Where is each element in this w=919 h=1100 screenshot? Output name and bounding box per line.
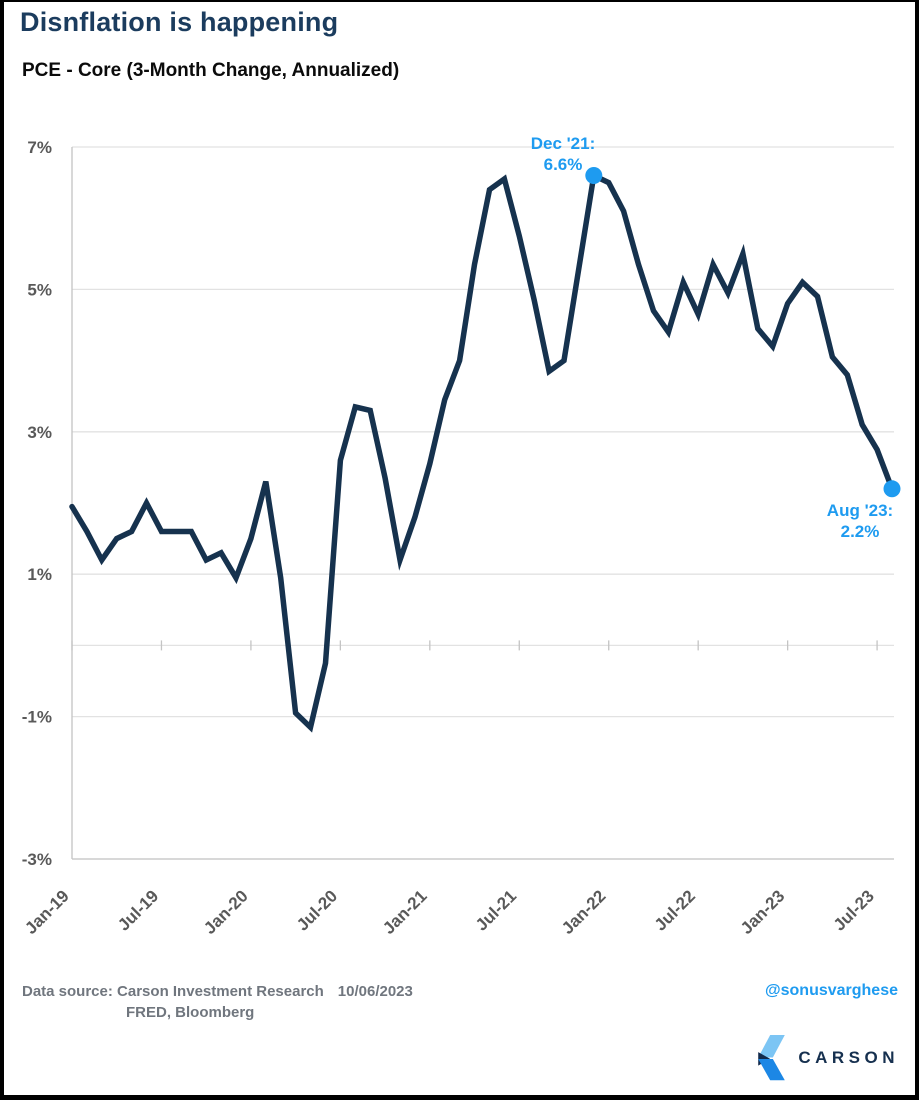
svg-text:Jan-22: Jan-22 <box>558 886 610 938</box>
svg-text:-3%: -3% <box>22 850 52 869</box>
svg-text:Jul-19: Jul-19 <box>114 886 162 934</box>
data-source-label: Data source: <box>22 983 113 1000</box>
x-axis-labels: Jan-19 Jul-19 Jan-20 Jul-20 Jan-21 Jul-21 Jan-… <box>21 886 878 938</box>
y-axis-labels: 7% 5% 3% 1% -1% -3% <box>22 138 52 869</box>
gridlines <box>72 146 894 860</box>
svg-text:Jul-21: Jul-21 <box>472 886 520 934</box>
page-title: Disnflation is happening <box>20 7 339 37</box>
data-source-date: 10/06/2023 <box>337 983 413 1000</box>
annotation-label: Dec '21: <box>530 134 596 153</box>
carson-logo-wordmark: CARSON <box>798 1048 899 1067</box>
zero-axis <box>71 640 894 651</box>
svg-text:5%: 5% <box>27 280 52 299</box>
data-source-org: Carson Investment Research <box>117 983 324 1000</box>
svg-text:Jan-19: Jan-19 <box>21 886 73 938</box>
svg-text:1%: 1% <box>27 565 52 584</box>
axes <box>71 147 894 860</box>
annotation-label: Aug '23: <box>826 501 894 520</box>
chart-subtitle: PCE - Core (3-Month Change, Annualized) <box>22 60 400 81</box>
pce-core-series-line <box>69 171 895 733</box>
svg-text:-1%: -1% <box>22 708 52 727</box>
svg-text:Jul-22: Jul-22 <box>651 886 699 934</box>
svg-text:Jul-20: Jul-20 <box>293 886 341 934</box>
annotation-value: 6.6% <box>543 155 583 174</box>
annotation-dec-21: Dec '21: 6.6% <box>509 133 617 175</box>
annotation-aug-23: Aug '23: 2.2% <box>806 500 914 542</box>
annotation-markers <box>585 167 901 498</box>
social-handle: @sonusvarghese <box>765 982 898 999</box>
svg-text:Jul-23: Jul-23 <box>830 886 878 934</box>
carson-logo-icon <box>758 1035 786 1081</box>
data-source-line-2: FRED, Bloomberg <box>126 1004 255 1021</box>
pce-line-chart: 7% 5% 3% 1% -1% -3% Jan-19 Jul-19 Jan-20 Jul-20 Ja… <box>4 2 915 962</box>
svg-text:Jan-23: Jan-23 <box>737 886 789 938</box>
data-source-line-1: Data source: Carson Investment Research 1… <box>22 981 413 1002</box>
annotation-value: 2.2% <box>840 522 880 541</box>
svg-text:Jan-21: Jan-21 <box>379 886 431 938</box>
svg-text:7%: 7% <box>27 138 52 157</box>
svg-text:Jan-20: Jan-20 <box>200 886 252 938</box>
data-source-block: Data source: Carson Investment Research 1… <box>22 981 413 1023</box>
svg-text:3%: 3% <box>27 423 52 442</box>
carson-logo: CARSON <box>757 1035 899 1081</box>
